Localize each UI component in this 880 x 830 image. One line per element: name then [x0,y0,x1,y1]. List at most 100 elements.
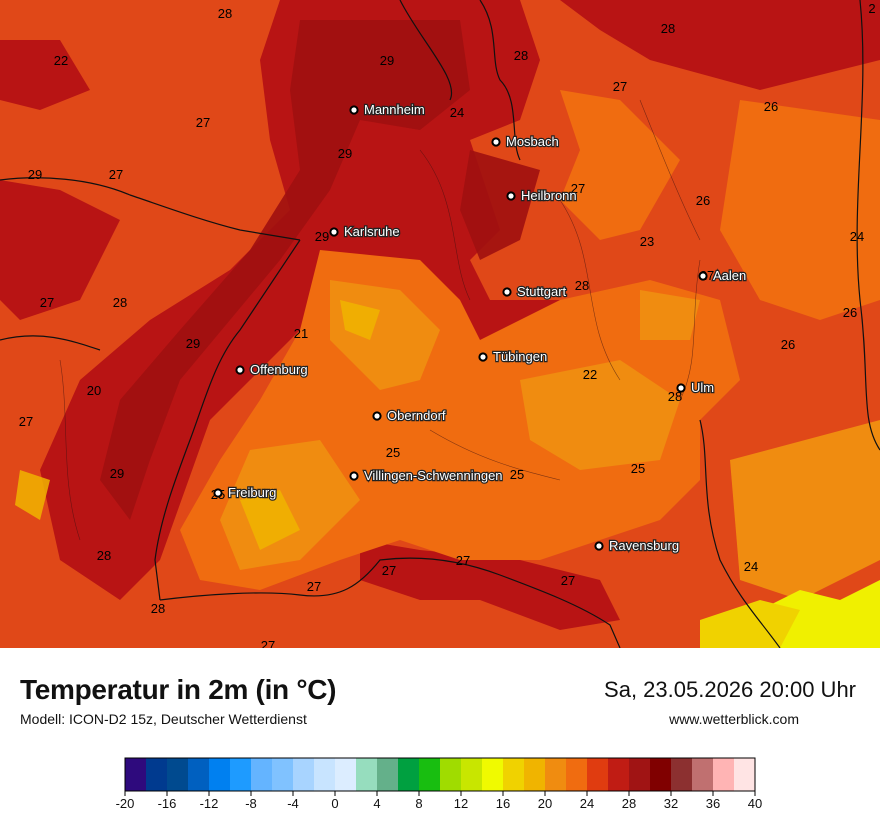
city-aalen[interactable]: Aalen [698,267,747,284]
city-freiburg[interactable]: Freiburg [213,484,278,501]
isotherm-label: 26 [781,337,795,352]
city-label: Offenburg [250,362,308,377]
colorbar-segment [503,758,525,791]
city-dot [676,383,686,393]
colorbar-segment [713,758,735,791]
colorbar-tick-label: 16 [496,796,510,811]
city-dot [478,352,488,362]
city-dot [235,365,245,375]
city-label: Mosbach [506,134,559,149]
city-label: Heilbronn [521,188,577,203]
city-dot [698,271,708,281]
city-dot [506,191,516,201]
temperature-map[interactable]: 28 22 29 28 27 28 26 2 27 24 29 29 27 27 26 23 24 29 27 28 2… [0,0,880,648]
isotherm-label: 28 [97,548,111,563]
city-stuttgart[interactable]: Stuttgart [502,283,568,300]
isotherm-label: 27 [40,295,54,310]
colorbar-tick-label: 0 [331,796,338,811]
colorbar-tick-label: 24 [580,796,594,811]
county-borders [59,99,701,541]
city-mosbach[interactable]: Mosbach [491,133,560,150]
colorbar-segment [566,758,588,791]
colorbar-segment [608,758,630,791]
city-oberndorf[interactable]: Oberndorf [372,407,447,424]
city-villingen-schwenningen[interactable]: Villingen-Schwenningen [349,467,504,484]
state-borders [0,0,880,648]
isotherm-label: 21 [294,326,308,341]
isotherm-label: 24 [450,105,464,120]
isotherm-label: 27 [109,167,123,182]
colorbar-tick-label: -20 [116,796,135,811]
city-dot [349,471,359,481]
colorbar-segment [671,758,693,791]
colorbar-tick-label: -12 [200,796,219,811]
colorbar-segment [125,758,147,791]
city-dot [502,287,512,297]
temp-zone-29 [100,20,540,520]
isotherm-label: 27 [307,579,321,594]
isotherm-label: 28 [661,21,675,36]
colorbar-segment [356,758,378,791]
city-label: Aalen [713,268,746,283]
colorbar-segment [545,758,567,791]
colorbar-segment [587,758,609,791]
isotherm-label: 29 [28,167,42,182]
city-heilbronn[interactable]: Heilbronn [506,187,578,204]
colorbar-segment [650,758,672,791]
colorbar-segment [272,758,294,791]
city-label: Tübingen [493,349,547,364]
colorbar-segment [335,758,357,791]
colorbar-segment [293,758,315,791]
isotherm-label: 24 [744,559,758,574]
colorbar-tick-label: 12 [454,796,468,811]
isotherm-label: 27 [561,573,575,588]
chart-title: Temperatur in 2m (in °C) [20,674,337,705]
colorbar-segment [461,758,483,791]
colorbar-segment [146,758,168,791]
colorbar-segment [230,758,252,791]
colorbar-tick-label: 4 [373,796,380,811]
isotherm-label: 29 [380,53,394,68]
isotherm-labels: 28 22 29 28 27 28 26 2 27 24 29 29 27 27 26 23 24 29 27 28 2… [19,1,876,648]
isotherm-label: 24 [850,229,864,244]
website-link[interactable]: www.wetterblick.com [669,711,799,727]
colorbar-tick-label: 32 [664,796,678,811]
city-offenburg[interactable]: Offenburg [235,361,309,378]
city-dot [372,411,382,421]
city-markers: Mannheim Mosbach Heilbronn Karlsruhe Aalen St… [213,101,747,554]
city-ravensburg[interactable]: Ravensburg [594,537,680,554]
isotherm-label: 22 [583,367,597,382]
isotherm-label: 26 [843,305,857,320]
colorbar-segment [209,758,231,791]
isotherm-label: 29 [110,466,124,481]
city-mannheim[interactable]: Mannheim [349,101,426,118]
model-info: Modell: ICON-D2 15z, Deutscher Wetterdie… [20,711,307,727]
colorbar-segment [440,758,462,791]
city-dot [213,488,223,498]
isotherm-label: 26 [764,99,778,114]
isotherm-label: 25 [386,445,400,460]
isotherm-label: 28 [113,295,127,310]
footer: Temperatur in 2m (in °C) Modell: ICON-D2… [0,648,880,830]
city-label: Oberndorf [387,408,446,423]
colorbar-segment [167,758,189,791]
isotherm-label: 27 [196,115,210,130]
city-label: Karlsruhe [344,224,400,239]
isotherm-label: 26 [696,193,710,208]
isotherm-label: 28 [514,48,528,63]
city-ulm[interactable]: Ulm [676,379,715,396]
isotherm-label: 29 [338,146,352,161]
city-label: Villingen-Schwenningen [364,468,503,483]
colorbar-segment [734,758,756,791]
city-karlsruhe[interactable]: Karlsruhe [329,223,401,240]
colorbar-tick-label: -16 [158,796,177,811]
city-dot [491,137,501,147]
forecast-datetime: Sa, 23.05.2026 20:00 Uhr [604,677,856,702]
city-t-bingen[interactable]: Tübingen [478,348,548,365]
colorbar-segment [314,758,336,791]
colorbar-segment [692,758,714,791]
isotherm-label: 20 [87,383,101,398]
city-dot [329,227,339,237]
colorbar: -20 -16 -12 -8 -4 0 4 8 12 16 20 24 28 32 36 40 [116,757,762,811]
isotherm-label: 27 [261,638,275,648]
